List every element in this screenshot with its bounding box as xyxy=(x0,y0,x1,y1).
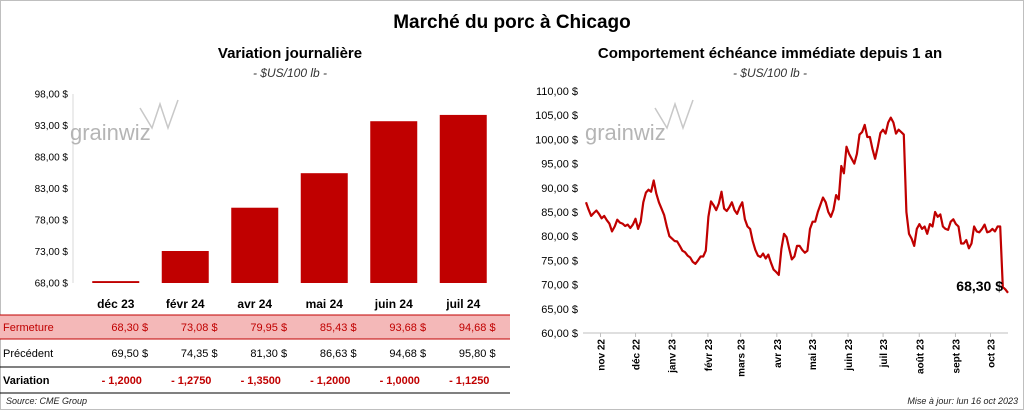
precedent-cell: 95,80 $ xyxy=(459,348,496,360)
y-tick-label: 88,00 $ xyxy=(35,153,69,164)
variation-cell: - 1,2750 xyxy=(171,375,211,387)
precedent-cell: 81,30 $ xyxy=(250,348,287,360)
x-tick-label: déc 22 xyxy=(632,339,643,371)
watermark-mark xyxy=(139,99,179,131)
price-series-line xyxy=(584,116,1009,294)
fermeture-row-bg xyxy=(0,315,510,339)
x-tick-label: août 23 xyxy=(915,339,926,374)
line-chart: 60,00 $ 65,00 $ 70,00 $ 75,00 $ 80,00 $ 85,00… xyxy=(535,86,1009,377)
fermeture-cell: 85,43 $ xyxy=(320,322,357,334)
left-chart-title: Variation journalière xyxy=(217,45,363,62)
variation-cell: - 1,2000 xyxy=(310,375,350,387)
left-bars xyxy=(92,114,487,283)
watermark-text: grainwiz xyxy=(70,120,151,145)
y-tick-label: 93,00 $ xyxy=(35,121,69,132)
row-label-precedent: Précédent xyxy=(3,348,53,360)
bar xyxy=(92,281,140,283)
x-tick-label: févr 24 xyxy=(166,297,205,311)
y-tick-label: 110,00 $ xyxy=(536,86,578,98)
right-x-ticks: nov 22 déc 22 janv 23 févr 23 mars 23 avr 23 m… xyxy=(597,333,997,377)
bar xyxy=(300,173,348,283)
source-note: Source: CME Group xyxy=(6,396,88,406)
precedent-cell: 94,68 $ xyxy=(389,348,426,360)
price-table: Fermeture Précédent Variation 68,30 $ 69,… xyxy=(0,314,510,394)
x-tick-label: déc 23 xyxy=(97,297,135,311)
table-cells: 68,30 $ 69,50 $ - 1,2000 73,08 $ 74,35 $ - 1,… xyxy=(102,322,496,387)
y-tick-label: 85,00 $ xyxy=(541,207,578,219)
x-tick-label: juil 23 xyxy=(879,339,890,369)
bar xyxy=(161,250,209,283)
x-tick-label: févr 23 xyxy=(704,339,715,372)
bar xyxy=(231,207,279,283)
right-chart-title: Comportement échéance immédiate depuis 1… xyxy=(597,45,943,62)
x-tick-label: avr 23 xyxy=(773,339,784,368)
left-y-ticks: 68,00 $ 73,00 $ 78,00 $ 83,00 $ 88,00 $ 93,00… xyxy=(35,90,69,290)
watermark-text: grainwiz xyxy=(585,120,666,145)
y-tick-label: 80,00 $ xyxy=(541,231,578,243)
x-tick-label: oct 23 xyxy=(986,339,997,368)
last-price-label: 68,30 $ xyxy=(956,278,1003,294)
left-chart-subtitle: - $US/100 lb - xyxy=(252,66,328,80)
y-tick-label: 83,00 $ xyxy=(35,184,69,195)
right-chart-subtitle: - $US/100 lb - xyxy=(732,66,808,80)
fermeture-cell: 68,30 $ xyxy=(111,322,148,334)
variation-cell: - 1,3500 xyxy=(241,375,281,387)
row-label-variation: Variation xyxy=(3,375,50,387)
y-tick-label: 98,00 $ xyxy=(35,90,69,101)
x-tick-label: mai 24 xyxy=(306,297,344,311)
y-tick-label: 100,00 $ xyxy=(535,134,578,146)
row-label-fermeture: Fermeture xyxy=(3,322,54,334)
y-tick-label: 73,00 $ xyxy=(35,247,69,258)
y-tick-label: 65,00 $ xyxy=(541,304,578,316)
fermeture-cell: 94,68 $ xyxy=(459,322,496,334)
y-tick-label: 78,00 $ xyxy=(35,216,69,227)
precedent-cell: 86,63 $ xyxy=(320,348,357,360)
bar-chart: 68,00 $ 73,00 $ 78,00 $ 83,00 $ 88,00 $ 93,00… xyxy=(35,90,487,311)
x-tick-label: mai 23 xyxy=(808,339,819,371)
update-note: Mise à jour: lun 16 oct 2023 xyxy=(907,396,1018,406)
x-tick-label: janv 23 xyxy=(668,339,679,374)
left-watermark: grainwiz xyxy=(70,99,179,145)
precedent-cell: 74,35 $ xyxy=(181,348,218,360)
fermeture-cell: 93,68 $ xyxy=(389,322,426,334)
x-tick-label: juil 24 xyxy=(445,297,480,311)
precedent-cell: 69,50 $ xyxy=(111,348,148,360)
y-tick-label: 70,00 $ xyxy=(541,280,578,292)
y-tick-label: 60,00 $ xyxy=(541,328,578,340)
y-tick-label: 105,00 $ xyxy=(535,110,578,122)
page-title: Marché du porc à Chicago xyxy=(393,12,631,33)
y-tick-label: 75,00 $ xyxy=(541,255,578,267)
x-tick-label: mars 23 xyxy=(737,339,748,377)
x-tick-label: juin 23 xyxy=(844,339,855,372)
right-y-ticks: 60,00 $ 65,00 $ 70,00 $ 75,00 $ 80,00 $ 85,00… xyxy=(535,86,578,340)
left-x-ticks: déc 23 févr 24 avr 24 mai 24 juin 24 juil 24 xyxy=(97,297,481,311)
bar xyxy=(439,114,487,283)
right-watermark: grainwiz xyxy=(585,99,694,145)
fermeture-cell: 79,95 $ xyxy=(250,322,287,334)
fermeture-cell: 73,08 $ xyxy=(181,322,218,334)
y-tick-label: 95,00 $ xyxy=(541,159,578,171)
bar xyxy=(370,121,418,283)
variation-cell: - 1,0000 xyxy=(380,375,420,387)
watermark-mark xyxy=(654,99,694,131)
y-tick-label: 90,00 $ xyxy=(541,183,578,195)
x-tick-label: avr 24 xyxy=(237,297,272,311)
x-tick-label: nov 22 xyxy=(597,339,608,371)
x-tick-label: juin 24 xyxy=(374,297,413,311)
x-tick-label: sept 23 xyxy=(951,339,962,374)
variation-cell: - 1,2000 xyxy=(102,375,142,387)
variation-cell: - 1,1250 xyxy=(449,375,489,387)
y-tick-label: 68,00 $ xyxy=(35,279,69,290)
